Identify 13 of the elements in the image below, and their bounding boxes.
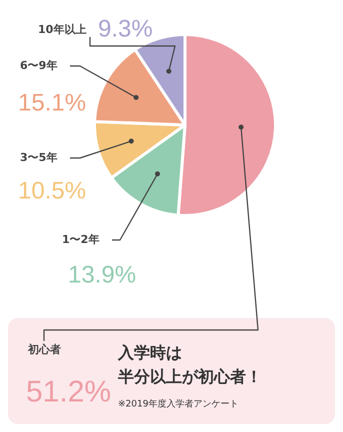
text: ※2019年度入学者アンケート xyxy=(118,398,238,410)
data-label: 9.3% xyxy=(98,16,153,43)
data-label: 51.2% xyxy=(26,375,112,408)
slice-label: 1〜2年 xyxy=(62,232,100,246)
data-label: 10.5% xyxy=(18,178,86,205)
text: 入学時は xyxy=(117,343,182,362)
slice-label: 10年以上 xyxy=(38,22,86,36)
text: 半分以上が初心者！ xyxy=(117,367,262,386)
data-label: 13.9% xyxy=(68,262,136,289)
data-label: 15.1% xyxy=(18,90,86,117)
slice-label: 初心者 xyxy=(27,342,61,356)
slice-label: 3〜5年 xyxy=(20,150,58,164)
slice-label: 6〜9年 xyxy=(20,58,58,72)
